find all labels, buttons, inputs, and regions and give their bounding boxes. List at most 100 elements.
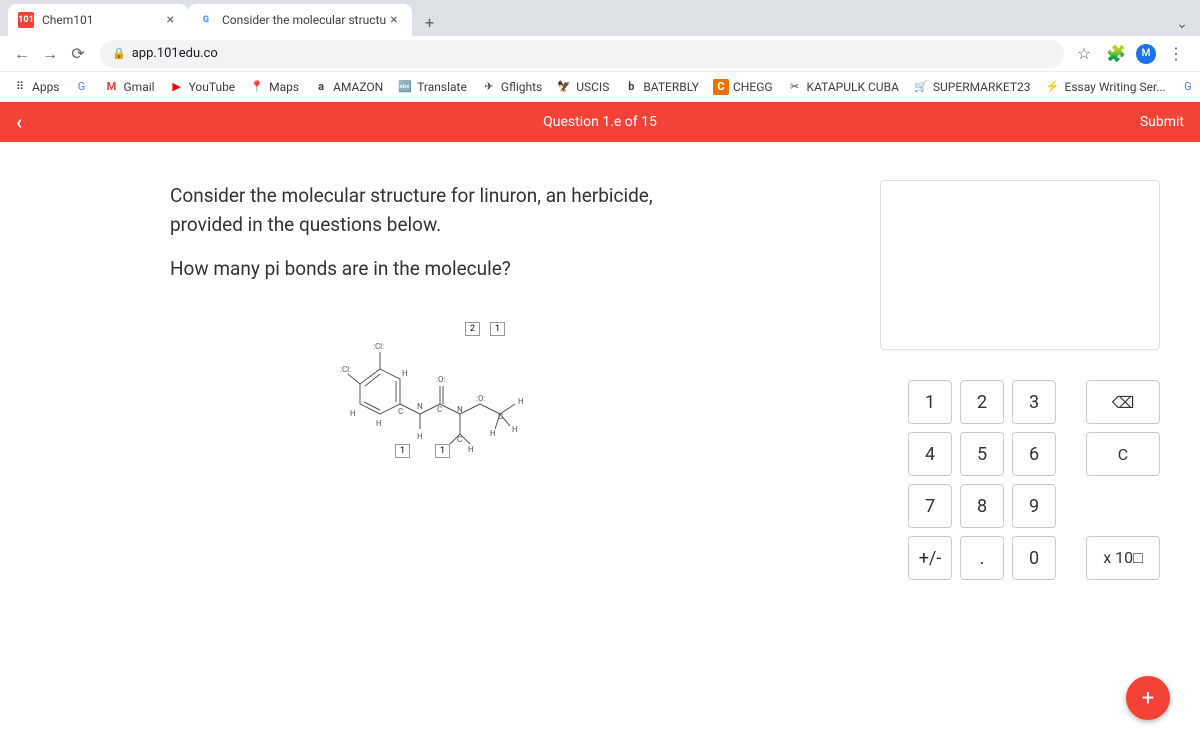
flights-icon: ✈ <box>481 79 497 95</box>
tab-title: Chem101 <box>42 13 94 27</box>
key-2[interactable]: 2 <box>960 380 1004 424</box>
uscis-icon: 🦅 <box>556 79 572 95</box>
baterbly-icon: b <box>623 79 639 95</box>
bookmark-calculator[interactable]: Gcalculator - Googl... <box>1180 79 1200 95</box>
molecule-label-box: 1 <box>395 444 410 458</box>
key-9[interactable]: 9 <box>1012 484 1056 528</box>
svg-text:H: H <box>402 369 408 378</box>
tab-title: Consider the molecular structu <box>222 13 386 27</box>
svg-text:H: H <box>350 409 356 418</box>
youtube-icon: ▶ <box>169 79 185 95</box>
key-3[interactable]: 3 <box>1012 380 1056 424</box>
katapulk-icon: ✂ <box>787 79 803 95</box>
exponent-button[interactable]: x 10□ <box>1086 536 1160 580</box>
tab-favicon: 101 <box>18 12 34 28</box>
bookmark-google[interactable]: G <box>74 79 90 95</box>
chegg-icon: C <box>713 79 729 95</box>
backspace-icon: ⌫ <box>1112 393 1135 412</box>
backspace-button[interactable]: ⌫ <box>1086 380 1160 424</box>
bookmark-baterbly[interactable]: bBATERBLY <box>623 79 699 95</box>
molecule-diagram: :Cl: :Cl: H H H H N :O: N :O: H H H H H … <box>340 314 600 474</box>
clear-button[interactable]: C <box>1086 432 1160 476</box>
new-tab-button[interactable]: + <box>416 8 444 36</box>
bookmark-chegg[interactable]: CCHEGG <box>713 79 773 95</box>
svg-text::O:: :O: <box>436 375 445 384</box>
numeric-keypad: 1 2 3 4 5 6 7 8 9 +/- . 0 <box>908 380 1056 580</box>
submit-button[interactable]: Submit <box>1140 114 1184 130</box>
question-line-1: Consider the molecular structure for lin… <box>170 182 730 239</box>
bookmark-apps[interactable]: ⠿Apps <box>12 79 60 95</box>
bookmark-uscis[interactable]: 🦅USCIS <box>556 79 609 95</box>
key-7[interactable]: 7 <box>908 484 952 528</box>
lock-icon: 🔒 <box>112 47 126 60</box>
bookmark-gflights[interactable]: ✈Gflights <box>481 79 542 95</box>
url-input[interactable]: 🔒 app.101edu.co <box>100 40 1064 68</box>
avatar[interactable]: M <box>1136 44 1156 64</box>
svg-text:C: C <box>437 405 442 414</box>
extensions-icon[interactable]: 🧩 <box>1104 42 1128 66</box>
amazon-icon: a <box>313 79 329 95</box>
svg-text::Cl:: :Cl: <box>340 365 351 374</box>
molecule-label-box: 1 <box>435 444 450 458</box>
translate-icon: 🔤 <box>397 79 413 95</box>
add-fab-button[interactable]: + <box>1126 676 1170 720</box>
svg-text::Cl:: :Cl: <box>373 342 384 351</box>
browser-tab[interactable]: 101 Chem101 × <box>8 4 188 36</box>
operation-keys: ⌫ C x 10□ <box>1086 380 1160 580</box>
url-text: app.101edu.co <box>132 46 218 61</box>
svg-text:H: H <box>512 425 518 434</box>
key-decimal[interactable]: . <box>960 536 1004 580</box>
close-icon[interactable]: × <box>163 12 178 28</box>
svg-text:N: N <box>417 402 423 411</box>
svg-text::O:: :O: <box>476 394 485 403</box>
svg-text:H: H <box>376 419 382 428</box>
key-5[interactable]: 5 <box>960 432 1004 476</box>
bookmark-supermarket[interactable]: 🛒SUPERMARKET23 <box>913 79 1031 95</box>
google-icon: G <box>74 79 90 95</box>
close-icon[interactable]: × <box>386 12 401 28</box>
svg-text:N: N <box>457 405 463 414</box>
bookmark-amazon[interactable]: aAMAZON <box>313 79 383 95</box>
svg-text:H: H <box>490 429 496 438</box>
chevron-down-icon[interactable]: ⌄ <box>1172 12 1192 36</box>
reload-button[interactable]: ⟳ <box>64 40 92 68</box>
forward-button[interactable]: → <box>36 40 64 68</box>
key-8[interactable]: 8 <box>960 484 1004 528</box>
molecule-label-box: 2 <box>465 322 480 336</box>
svg-text:C: C <box>398 407 403 416</box>
tab-favicon: G <box>198 12 214 28</box>
question-indicator: Question 1.e of 15 <box>543 114 657 130</box>
key-0[interactable]: 0 <box>1012 536 1056 580</box>
key-1[interactable]: 1 <box>908 380 952 424</box>
back-chevron-button[interactable]: ‹ <box>16 110 22 134</box>
svg-text:H: H <box>468 445 474 454</box>
bookmark-translate[interactable]: 🔤Translate <box>397 79 467 95</box>
app-header: ‹ Question 1.e of 15 Submit <box>0 102 1200 142</box>
key-6[interactable]: 6 <box>1012 432 1056 476</box>
bookmark-maps[interactable]: 📍Maps <box>249 79 299 95</box>
maps-icon: 📍 <box>249 79 265 95</box>
key-plusminus[interactable]: +/- <box>908 536 952 580</box>
star-icon[interactable]: ☆ <box>1072 42 1096 66</box>
question-text: Consider the molecular structure for lin… <box>170 182 730 284</box>
bookmark-youtube[interactable]: ▶YouTube <box>169 79 236 95</box>
gmail-icon: M <box>104 79 120 95</box>
answer-input-area[interactable] <box>880 180 1160 350</box>
bookmark-gmail[interactable]: MGmail <box>104 79 155 95</box>
key-4[interactable]: 4 <box>908 432 952 476</box>
keypad-area: 1 2 3 4 5 6 7 8 9 +/- . 0 ⌫ C x 10□ <box>908 380 1160 580</box>
essay-icon: ⚡ <box>1045 79 1061 95</box>
svg-text:C: C <box>457 435 462 444</box>
svg-text:H: H <box>518 397 524 406</box>
bookmarks-bar: ⠿Apps G MGmail ▶YouTube 📍Maps aAMAZON 🔤T… <box>0 72 1200 102</box>
back-button[interactable]: ← <box>8 40 36 68</box>
svg-text:C: C <box>498 412 503 421</box>
question-line-2: How many pi bonds are in the molecule? <box>170 255 730 284</box>
calculator-icon: G <box>1180 79 1196 95</box>
svg-text:H: H <box>417 432 423 441</box>
browser-tab[interactable]: G Consider the molecular structu × <box>188 4 412 36</box>
bookmark-essay[interactable]: ⚡Essay Writing Ser... <box>1045 79 1166 95</box>
menu-icon[interactable]: ⋮ <box>1164 42 1188 66</box>
supermarket-icon: 🛒 <box>913 79 929 95</box>
bookmark-katapulk[interactable]: ✂KATAPULK CUBA <box>787 79 899 95</box>
